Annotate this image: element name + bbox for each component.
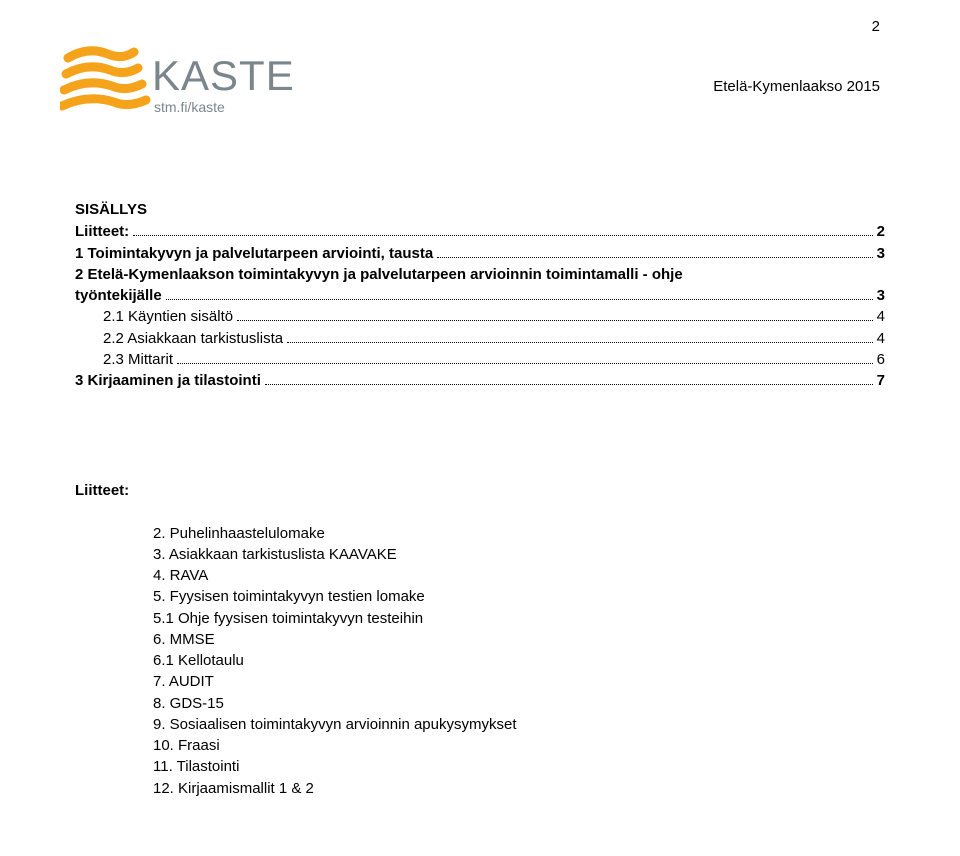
logo-waves-icon bbox=[62, 51, 146, 106]
list-item: 10. Fraasi bbox=[153, 736, 885, 756]
toc-entry: 2.3 Mittarit 6 bbox=[75, 350, 885, 370]
list-item: 5.1 Ohje fyysisen toimintakyvyn testeihi… bbox=[153, 609, 885, 629]
toc-text: 1 Toimintakyvyn ja palvelutarpeen arvioi… bbox=[75, 244, 433, 264]
toc-heading: SISÄLLYS bbox=[75, 200, 885, 220]
logo-subline: stm.fi/kaste bbox=[154, 99, 225, 115]
toc-page: 2 bbox=[877, 222, 885, 242]
toc-leader bbox=[166, 299, 873, 300]
toc-text: työntekijälle bbox=[75, 286, 162, 306]
list-item: 7. AUDIT bbox=[153, 672, 885, 692]
list-item: 6.1 Kellotaulu bbox=[153, 651, 885, 671]
toc-text: 3 Kirjaaminen ja tilastointi bbox=[75, 371, 261, 391]
toc-entry: Liitteet: 2 bbox=[75, 222, 885, 242]
toc-text: 2 Etelä-Kymenlaakson toimintakyvyn ja pa… bbox=[75, 265, 683, 285]
toc-entry: 2.1 Käyntien sisältö 4 bbox=[75, 307, 885, 327]
toc-leader bbox=[237, 320, 873, 321]
toc-page: 4 bbox=[877, 307, 885, 327]
toc-leader bbox=[177, 363, 873, 364]
document-body: SISÄLLYS Liitteet: 2 1 Toimintakyvyn ja … bbox=[75, 200, 885, 800]
list-item: 5. Fyysisen toimintakyvyn testien lomake bbox=[153, 587, 885, 607]
toc-entry: 2.2 Asiakkaan tarkistuslista 4 bbox=[75, 329, 885, 349]
toc-entry: 1 Toimintakyvyn ja palvelutarpeen arvioi… bbox=[75, 244, 885, 264]
logo-wordmark: KASTE bbox=[152, 52, 295, 99]
header-subtitle: Etelä-Kymenlaakso 2015 bbox=[713, 78, 880, 95]
toc-page: 4 bbox=[877, 329, 885, 349]
toc-leader bbox=[437, 257, 872, 258]
toc-text: 2.1 Käyntien sisältö bbox=[103, 307, 233, 327]
list-item: 12. Kirjaamismallit 1 & 2 bbox=[153, 779, 885, 799]
toc-text: 2.2 Asiakkaan tarkistuslista bbox=[103, 329, 283, 349]
attachments-list: 2. Puhelinhaastelulomake 3. Asiakkaan ta… bbox=[75, 524, 885, 799]
toc-leader bbox=[133, 235, 872, 236]
kaste-logo: KASTE stm.fi/kaste bbox=[60, 40, 340, 140]
toc-page: 7 bbox=[877, 371, 885, 391]
attachments-section: Liitteet: 2. Puhelinhaastelulomake 3. As… bbox=[75, 481, 885, 799]
list-item: 6. MMSE bbox=[153, 630, 885, 650]
toc-entry: 3 Kirjaaminen ja tilastointi 7 bbox=[75, 371, 885, 391]
page-number: 2 bbox=[872, 18, 880, 35]
list-item: 8. GDS-15 bbox=[153, 694, 885, 714]
toc-page: 3 bbox=[877, 244, 885, 264]
list-item: 11. Tilastointi bbox=[153, 757, 885, 777]
list-item: 4. RAVA bbox=[153, 566, 885, 586]
toc-text: 2.3 Mittarit bbox=[103, 350, 173, 370]
toc-leader bbox=[265, 384, 873, 385]
toc-text: Liitteet: bbox=[75, 222, 129, 242]
list-item: 9. Sosiaalisen toimintakyvyn arvioinnin … bbox=[153, 715, 885, 735]
toc-leader bbox=[287, 342, 873, 343]
list-item: 2. Puhelinhaastelulomake bbox=[153, 524, 885, 544]
document-header: KASTE stm.fi/kaste Etelä-Kymenlaakso 201… bbox=[60, 40, 900, 150]
list-item: 3. Asiakkaan tarkistuslista KAAVAKE bbox=[153, 545, 885, 565]
toc-page: 3 bbox=[877, 286, 885, 306]
toc-entry: 2 Etelä-Kymenlaakson toimintakyvyn ja pa… bbox=[75, 265, 885, 307]
attachments-heading: Liitteet: bbox=[75, 481, 885, 501]
toc-page: 6 bbox=[877, 350, 885, 370]
